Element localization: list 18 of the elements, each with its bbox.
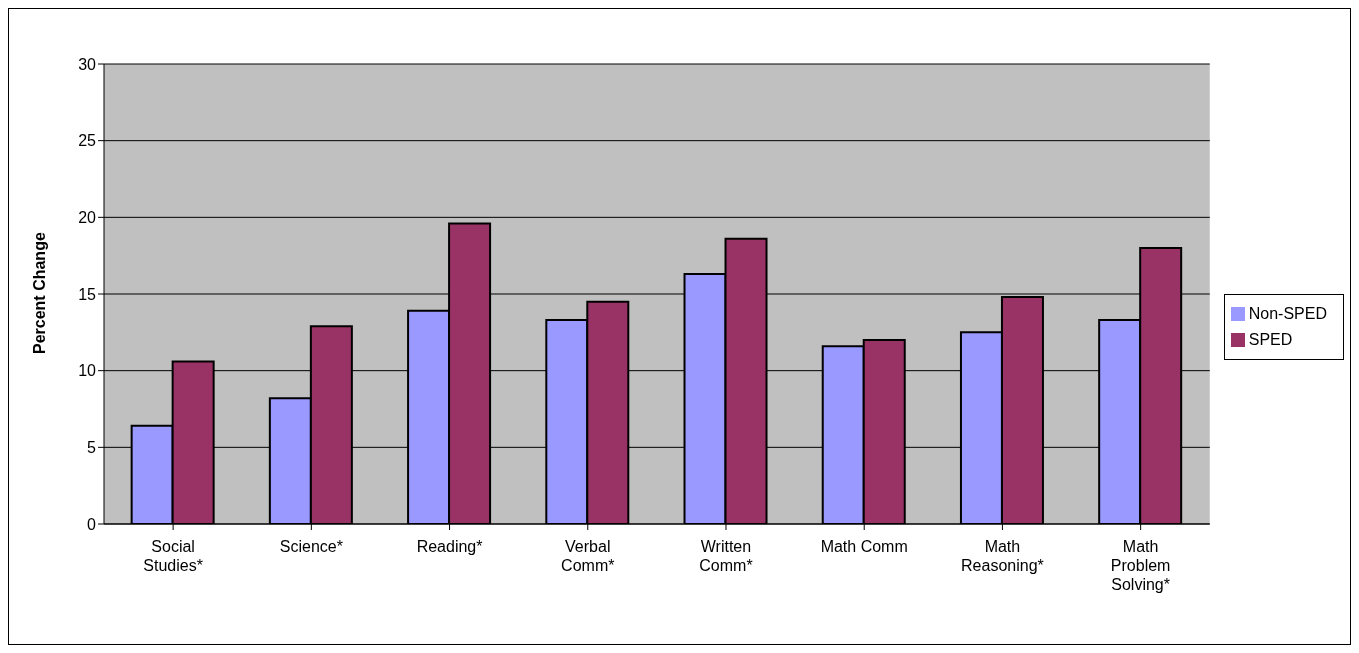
x-tick-label: Written Comm* <box>699 538 753 574</box>
x-tick-label: Math Problem Solving* <box>1110 538 1171 593</box>
x-tick-label: Math Comm <box>820 538 908 555</box>
x-tick-label: Math Reasoning* <box>961 538 1044 574</box>
y-tick-label: 25 <box>78 132 97 150</box>
y-tick-label: 10 <box>78 362 97 380</box>
x-tick-label: Science* <box>279 538 343 555</box>
y-axis-title: Percent Change <box>30 232 48 354</box>
legend-label: SPED <box>1248 330 1293 348</box>
x-tick-label: Verbal Comm* <box>561 538 615 574</box>
y-tick-label: 20 <box>78 209 97 227</box>
y-tick-label: 0 <box>87 515 97 533</box>
y-tick-label: 30 <box>78 55 97 73</box>
y-tick-label: 15 <box>78 285 97 303</box>
legend-label: Non-SPED <box>1248 304 1327 322</box>
x-tick-label: Reading* <box>416 538 483 555</box>
y-tick-label: 5 <box>87 439 97 457</box>
x-tick-label: Social Studies* <box>143 538 203 574</box>
